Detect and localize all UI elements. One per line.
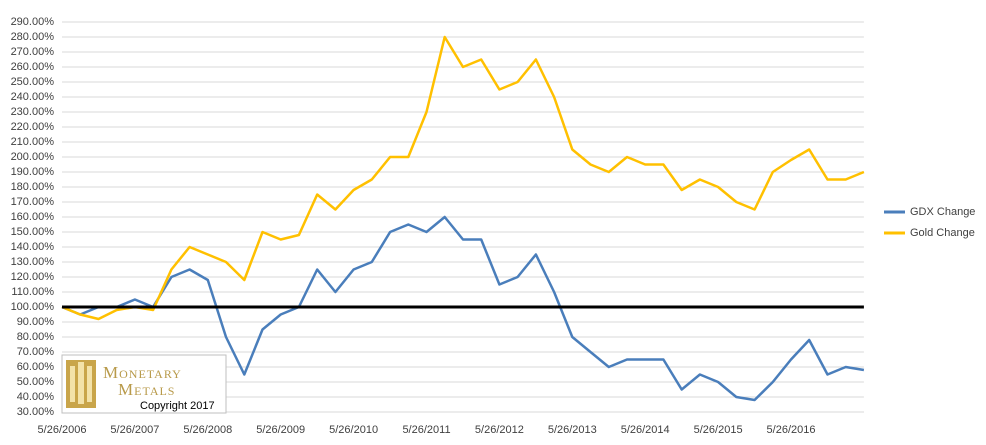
y-tick-label: 110.00% — [11, 286, 54, 298]
series-line — [61, 35, 865, 321]
watermark-line2: Metals — [118, 380, 176, 399]
x-tick-label: 5/26/2013 — [548, 424, 597, 436]
y-tick-label: 150.00% — [11, 226, 55, 238]
logo-bar — [70, 366, 75, 402]
y-tick-label: 90.00% — [17, 316, 55, 328]
x-tick-label: 5/26/2010 — [329, 424, 378, 436]
watermark-line1: Monetary — [103, 363, 182, 382]
y-tick-label: 120.00% — [11, 271, 55, 283]
x-tick-label: 5/26/2014 — [621, 424, 670, 436]
watermark-copyright: Copyright 2017 — [140, 400, 215, 412]
y-tick-label: 40.00% — [17, 391, 55, 403]
y-tick-label: 190.00% — [11, 166, 55, 178]
y-tick-label: 280.00% — [11, 31, 55, 43]
y-tick-label: 230.00% — [11, 106, 55, 118]
y-tick-label: 170.00% — [11, 196, 55, 208]
y-tick-label: 140.00% — [11, 241, 55, 253]
y-tick-label: 30.00% — [17, 406, 55, 418]
y-tick-label: 80.00% — [17, 331, 55, 343]
y-tick-label: 210.00% — [11, 136, 55, 148]
y-tick-label: 240.00% — [11, 91, 55, 103]
legend-label: Gold Change — [910, 227, 975, 239]
y-tick-label: 200.00% — [11, 151, 55, 163]
y-tick-label: 130.00% — [11, 256, 55, 268]
y-tick-label: 100.00% — [11, 301, 55, 313]
y-tick-label: 220.00% — [11, 121, 55, 133]
y-tick-label: 180.00% — [11, 181, 55, 193]
y-tick-label: 60.00% — [17, 361, 55, 373]
x-tick-label: 5/26/2009 — [256, 424, 305, 436]
y-tick-label: 260.00% — [11, 61, 55, 73]
y-tick-label: 160.00% — [11, 211, 55, 223]
x-tick-label: 5/26/2008 — [183, 424, 232, 436]
watermark-logo — [66, 360, 96, 408]
y-tick-label: 290.00% — [11, 16, 55, 28]
logo-bar — [87, 366, 92, 402]
x-tick-label: 5/26/2011 — [402, 424, 450, 436]
y-tick-label: 50.00% — [17, 376, 55, 388]
watermark: Monetary Metals Copyright 2017 — [61, 354, 227, 414]
x-tick-label: 5/26/2016 — [767, 424, 816, 436]
legend-label: GDX Change — [910, 206, 975, 218]
logo-bar — [78, 362, 84, 404]
x-tick-label: 5/26/2007 — [110, 424, 159, 436]
y-tick-label: 270.00% — [11, 46, 55, 58]
y-tick-label: 70.00% — [17, 346, 55, 358]
x-tick-label: 5/26/2012 — [475, 424, 524, 436]
x-tick-label: 5/26/2006 — [38, 424, 87, 436]
x-tick-label: 5/26/2015 — [694, 424, 743, 436]
y-tick-label: 250.00% — [11, 76, 55, 88]
series-line — [61, 215, 865, 402]
